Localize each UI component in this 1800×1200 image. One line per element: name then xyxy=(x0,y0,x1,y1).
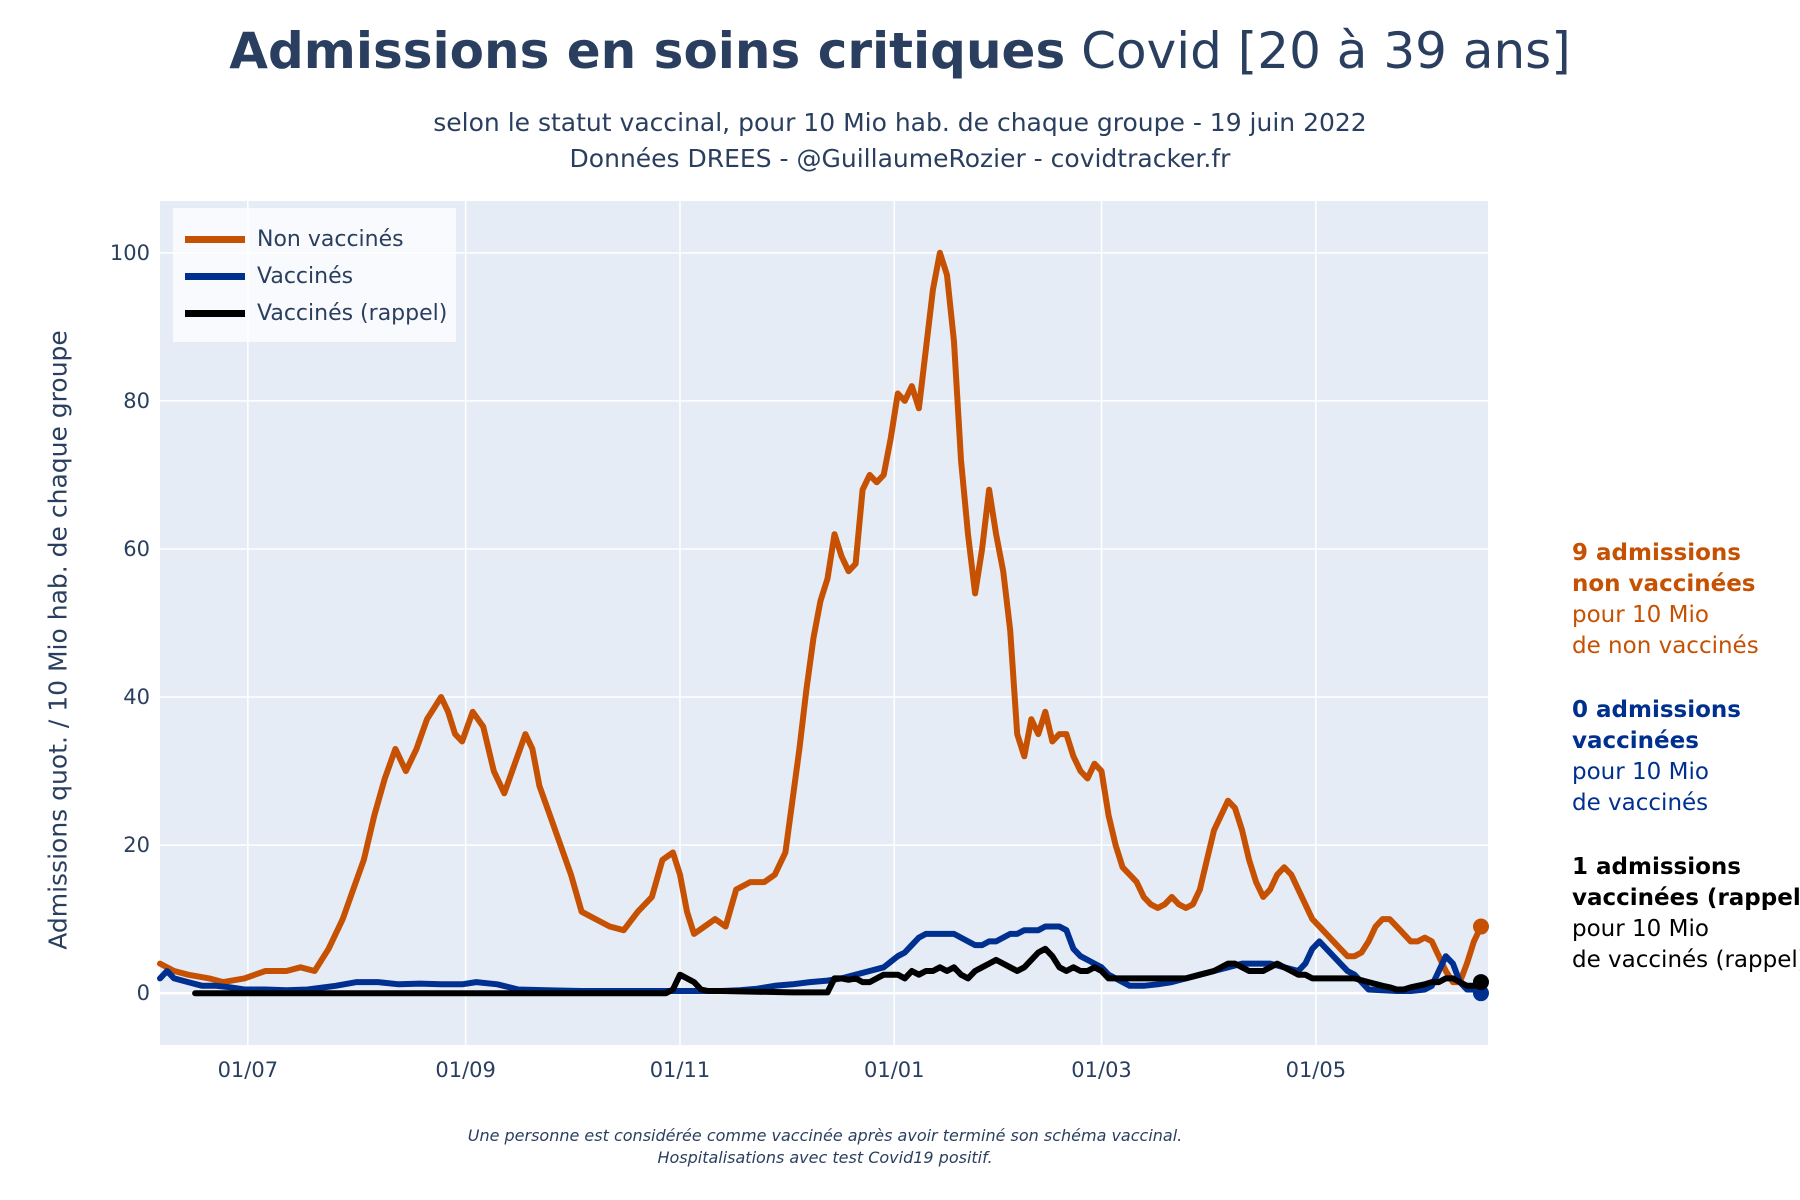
chart-legend: Non vaccinés Vaccinés Vaccinés (rappel) xyxy=(173,208,456,342)
annotation-non-vaccines: 9 admissions non vaccinées pour 10 Mio d… xyxy=(1572,538,1759,662)
series-line-rappel xyxy=(192,945,1484,997)
footnote: Une personne est considérée comme vaccin… xyxy=(0,1125,1650,1169)
chart-title-bold: Admissions en soins critiques xyxy=(229,22,1066,80)
x-tick-label: 01/05 xyxy=(1286,1058,1347,1082)
y-tick-label: 80 xyxy=(123,389,150,413)
series-line-non-vaccines xyxy=(157,249,1484,986)
legend-label-rappel: Vaccinés (rappel) xyxy=(257,300,448,326)
y-tick-label: 100 xyxy=(110,241,150,265)
annotation-non-vaccines-line1: 9 admissions xyxy=(1572,540,1741,566)
series-line-vaccines xyxy=(157,923,1484,997)
annotation-rappel-line2: vaccinées (rappel) xyxy=(1572,885,1800,911)
y-axis-label: Admissions quot. / 10 Mio hab. de chaque… xyxy=(43,330,73,950)
series-lines xyxy=(157,249,1489,1002)
footnote-line2: Hospitalisations avec test Covid19 posit… xyxy=(657,1148,993,1167)
annotation-vaccines-line2: vaccinées xyxy=(1572,728,1699,754)
x-tick-label: 01/11 xyxy=(650,1058,711,1082)
y-tick-label: 60 xyxy=(123,537,150,561)
chart-subtitle-line2: Données DREES - @GuillaumeRozier - covid… xyxy=(569,144,1231,173)
legend-label-vaccines: Vaccinés xyxy=(257,263,354,289)
x-tick-label: 01/01 xyxy=(864,1058,925,1082)
legend-swatch-non-vaccines xyxy=(185,235,245,243)
series-endpoint-rappel xyxy=(1472,974,1489,991)
footnote-line1: Une personne est considérée comme vaccin… xyxy=(467,1126,1183,1145)
annotation-rappel-line1: 1 admissions xyxy=(1572,854,1741,880)
legend-item-non-vaccines[interactable]: Non vaccinés xyxy=(185,224,404,254)
series-endpoint-non-vaccines xyxy=(1472,918,1489,935)
legend-swatch-rappel xyxy=(185,309,245,317)
y-tick-label: 40 xyxy=(123,685,150,709)
legend-swatch-vaccines xyxy=(185,272,245,280)
x-tick-label: 01/03 xyxy=(1071,1058,1132,1082)
annotation-rappel-line4: de vaccinés (rappel) xyxy=(1572,947,1800,973)
annotation-rappel: 1 admissions vaccinées (rappel) pour 10 … xyxy=(1572,852,1800,976)
annotation-non-vaccines-line3: pour 10 Mio xyxy=(1572,602,1709,628)
annotation-rappel-line3: pour 10 Mio xyxy=(1572,916,1709,942)
series-endpoint-vaccines xyxy=(1472,985,1489,1002)
chart-title: Admissions en soins critiques Covid [20 … xyxy=(0,22,1800,80)
legend-item-vaccines[interactable]: Vaccinés xyxy=(185,261,353,291)
x-tick-label: 01/07 xyxy=(218,1058,279,1082)
legend-label-non-vaccines: Non vaccinés xyxy=(257,226,404,252)
annotation-vaccines-line3: pour 10 Mio xyxy=(1572,759,1709,785)
chart-title-regular: Covid [20 à 39 ans] xyxy=(1081,22,1571,80)
legend-item-rappel[interactable]: Vaccinés (rappel) xyxy=(185,298,447,328)
annotation-vaccines-line1: 0 admissions xyxy=(1572,697,1741,723)
annotation-non-vaccines-line4: de non vaccinés xyxy=(1572,633,1759,659)
x-tick-label: 01/09 xyxy=(435,1058,496,1082)
annotation-vaccines-line4: de vaccinés xyxy=(1572,790,1709,816)
axis-ticks: 0 20 40 60 80 100 01/07 01/09 01/11 01/01 01/03 01/… xyxy=(110,241,1346,1082)
y-tick-label: 0 xyxy=(137,981,150,1005)
annotation-vaccines: 0 admissions vaccinées pour 10 Mio de va… xyxy=(1572,695,1741,819)
y-tick-label: 20 xyxy=(123,833,150,857)
chart-subtitle-line1: selon le statut vaccinal, pour 10 Mio ha… xyxy=(433,108,1367,137)
annotation-non-vaccines-line2: non vaccinées xyxy=(1572,571,1756,597)
